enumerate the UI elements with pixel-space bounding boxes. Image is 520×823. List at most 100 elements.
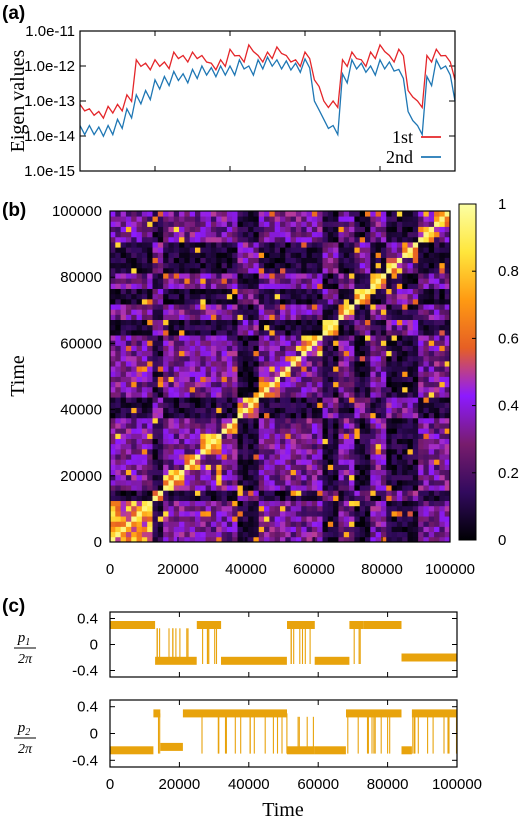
heatmap-cell <box>253 521 260 527</box>
heatmap-cell <box>237 267 244 274</box>
heatmap-cell <box>333 340 339 346</box>
heatmap-cell <box>210 376 217 383</box>
heatmap-cell <box>216 221 222 227</box>
heatmap-cell <box>173 485 180 491</box>
heatmap-cell <box>375 485 382 491</box>
heatmap-cell <box>179 474 185 481</box>
heatmap-cell <box>232 329 238 336</box>
heatmap-cell <box>163 516 169 522</box>
heatmap-cell <box>189 335 196 341</box>
heatmap-cell <box>168 340 175 346</box>
heatmap-cell <box>317 505 323 512</box>
heatmap-cell <box>120 288 127 295</box>
heatmap-cell <box>380 521 387 527</box>
heatmap-cell <box>418 226 424 233</box>
heatmap-cell <box>232 376 238 383</box>
heatmap-cell <box>141 329 148 336</box>
heatmap-cell <box>396 469 403 476</box>
heatmap-cell <box>226 386 233 393</box>
heatmap-cell <box>423 309 430 315</box>
heatmap-cell <box>428 283 435 289</box>
heatmap-cell <box>365 371 371 377</box>
heatmap-cell <box>136 329 143 336</box>
heatmap-cell <box>428 262 435 269</box>
heatmap-cell <box>274 479 281 486</box>
heatmap-cell <box>428 438 435 445</box>
heatmap-cell <box>120 304 127 310</box>
heatmap-cell <box>418 371 424 377</box>
heatmap-cell <box>179 355 185 362</box>
heatmap-cell <box>205 371 212 377</box>
heatmap-cell <box>226 438 233 445</box>
heatmap-cell <box>131 428 137 434</box>
heatmap-cell <box>264 366 270 372</box>
heatmap-cell <box>179 459 185 465</box>
heatmap-cell <box>391 371 398 377</box>
heatmap-cell <box>280 319 286 326</box>
heatmap-cell <box>264 490 270 496</box>
heatmap-cell <box>327 366 334 372</box>
heatmap-cell <box>285 536 292 543</box>
heatmap-cell <box>434 335 440 341</box>
heatmap-cell <box>147 376 153 383</box>
heatmap-cell <box>418 273 424 279</box>
heatmap-cell <box>439 397 446 403</box>
heatmap-cell <box>285 267 292 274</box>
heatmap-cell <box>232 309 238 315</box>
heatmap-cell <box>258 262 265 269</box>
heatmap-cell <box>120 526 127 533</box>
heatmap-cell <box>285 335 292 341</box>
heatmap-cell <box>439 298 446 305</box>
heatmap-cell <box>157 273 164 279</box>
heatmap-cell <box>258 231 265 238</box>
heatmap-cell <box>184 226 191 233</box>
heatmap-cell <box>274 459 281 465</box>
heatmap-cell <box>195 340 201 346</box>
heatmap-cell <box>338 360 345 367</box>
heatmap-cell <box>359 459 366 465</box>
heatmap-cell <box>184 211 191 217</box>
heatmap-cell <box>349 392 355 398</box>
heatmap-cell <box>311 392 318 398</box>
heatmap-cell <box>173 335 180 341</box>
heatmap-cell <box>418 355 424 362</box>
heatmap-cell <box>365 267 371 274</box>
heatmap-cell <box>189 267 196 274</box>
heatmap-cell <box>354 360 361 367</box>
heatmap-cell <box>152 226 159 233</box>
heatmap-cell <box>242 211 249 217</box>
heatmap-cell <box>365 454 371 460</box>
heatmap-cell <box>253 314 260 321</box>
heatmap-cell <box>237 371 244 377</box>
heatmap-cell <box>120 278 127 284</box>
heatmap-cell <box>349 283 355 289</box>
heatmap-cell <box>301 366 307 372</box>
heatmap-cell <box>391 345 398 352</box>
heatmap-cell <box>322 448 329 455</box>
heatmap-cell <box>359 510 366 517</box>
heatmap-cell <box>216 335 222 341</box>
heatmap-cell <box>418 423 424 429</box>
heatmap-cell <box>195 505 201 512</box>
heatmap-cell <box>253 516 260 522</box>
heatmap-cell <box>205 221 212 227</box>
heatmap-cell <box>131 381 137 388</box>
heatmap-cell <box>359 252 366 258</box>
heatmap-cell <box>418 438 424 445</box>
heatmap-cell <box>412 402 419 408</box>
heatmap-cell <box>380 273 387 279</box>
heatmap-cell <box>412 505 419 512</box>
heatmap-cell <box>338 340 345 346</box>
heatmap-cell <box>370 267 377 274</box>
heatmap-cell <box>120 298 127 305</box>
heatmap-cell <box>343 340 350 346</box>
heatmap-cell <box>269 516 276 522</box>
heatmap-cell <box>428 495 435 502</box>
heatmap-cell <box>269 283 276 289</box>
heatmap-cell <box>264 252 270 258</box>
heatmap-cell <box>210 407 217 414</box>
heatmap-cell <box>295 298 302 305</box>
heatmap-cell <box>168 262 175 269</box>
heatmap-cell <box>380 247 387 253</box>
heatmap-cell <box>274 366 281 372</box>
